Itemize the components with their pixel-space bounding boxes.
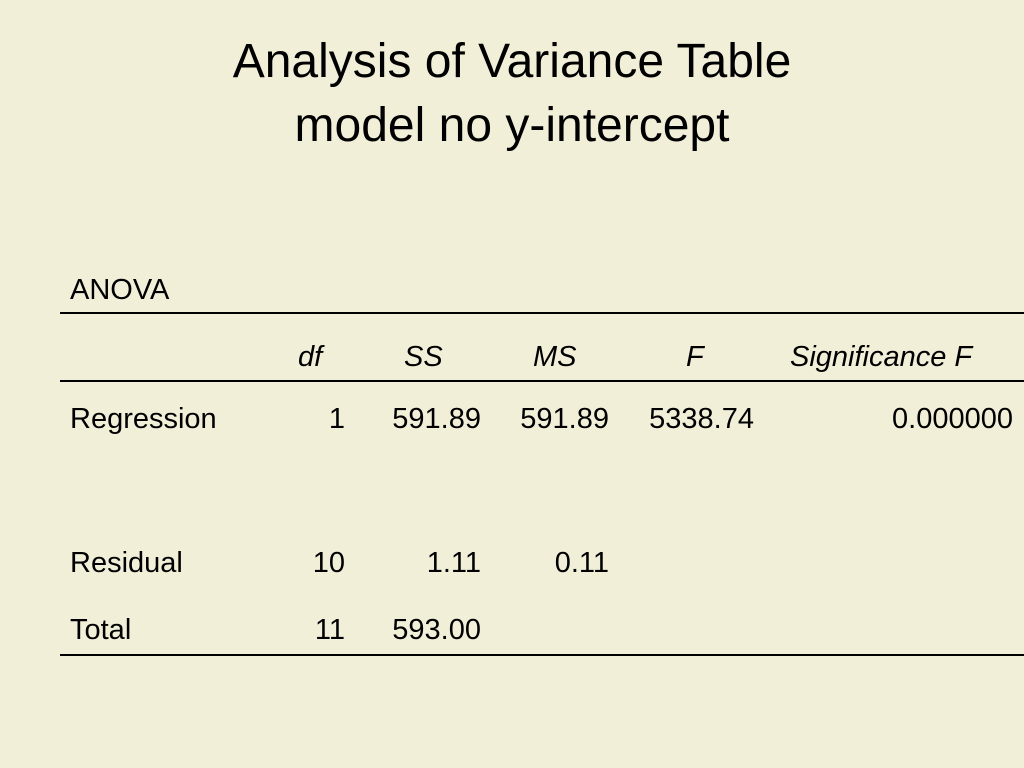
cell-ss: 593.00	[392, 614, 481, 646]
title-line-1: Analysis of Variance Table	[232, 35, 792, 88]
cell-ms: 591.89	[520, 403, 609, 435]
cell-ss: 1.11	[426, 547, 481, 579]
header-f: F	[686, 341, 704, 373]
cell-ss: 591.89	[392, 403, 481, 435]
header-ms: MS	[533, 341, 577, 373]
cell-df: 10	[312, 547, 345, 579]
header-ss: SS	[404, 341, 443, 373]
table-top-rule	[60, 312, 1024, 314]
cell-df: 11	[314, 614, 345, 646]
cell-df: 1	[328, 403, 345, 435]
header-bottom-rule	[60, 380, 1024, 382]
table-label: ANOVA	[70, 274, 170, 306]
cell-ms: 0.11	[554, 547, 609, 579]
row-label: Residual	[70, 547, 183, 579]
cell-f: 5338.74	[649, 403, 754, 435]
row-label: Total	[70, 614, 132, 646]
row-label: Regression	[70, 403, 217, 435]
title-line-2: model no y-intercept	[294, 99, 730, 152]
slide-title: Analysis of Variance Table model no y-in…	[0, 30, 1024, 158]
cell-significance-f: 0.000000	[892, 403, 1013, 435]
header-significance-f: Significance F	[790, 341, 973, 373]
header-df: df	[298, 341, 323, 373]
table-bottom-rule	[60, 654, 1024, 656]
